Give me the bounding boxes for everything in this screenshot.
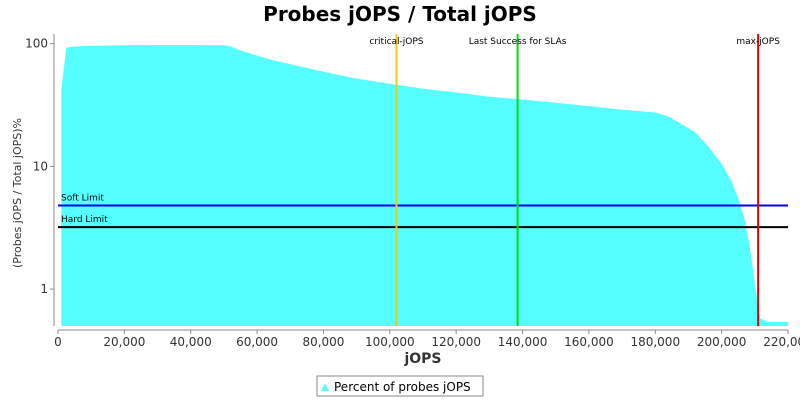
legend: Percent of probes jOPS xyxy=(316,375,484,397)
x-tick-label-1: 20,000 xyxy=(103,335,145,349)
vline-label-1: Last Success for SLAs xyxy=(469,37,567,47)
y-axis: 1 10 100 xyxy=(25,34,55,326)
legend-box xyxy=(316,375,484,397)
x-tick-label-3: 60,000 xyxy=(236,335,278,349)
y-tick-label-2: 100 xyxy=(25,37,48,51)
hline-label-1: Hard Limit xyxy=(61,215,108,225)
chart-title: Probes jOPS / Total jOPS xyxy=(263,2,537,26)
x-tick-label-6: 120,000 xyxy=(431,335,481,349)
plot-area: Soft Limit Hard Limit critical-jOPS Last S… xyxy=(58,34,789,326)
vline-label-2: max-jOPS xyxy=(736,37,780,47)
x-tick-label-5: 100,000 xyxy=(365,335,415,349)
x-tick-label-0: 0 xyxy=(54,335,62,349)
y-tick-label-0: 1 xyxy=(40,282,48,296)
x-tick-label-9: 180,000 xyxy=(630,335,680,349)
legend-swatch xyxy=(321,383,329,391)
x-tick-label-8: 160,000 xyxy=(564,335,614,349)
vline-label-0: critical-jOPS xyxy=(369,37,423,47)
series-area xyxy=(61,45,789,326)
horizontal-markers: Soft Limit Hard Limit xyxy=(58,193,788,229)
y-axis-label: (Probes jOPS / Total jOPS)% xyxy=(11,118,24,268)
y-tick-label-1: 10 xyxy=(33,159,48,173)
x-tick-label-11: 220,000 xyxy=(763,335,800,349)
x-tick-label-7: 140,000 xyxy=(498,335,548,349)
vertical-markers: critical-jOPS Last Success for SLAs max-jO… xyxy=(369,34,780,326)
x-axis: 0 20,000 40,000 60,000 80,000 100,000 120,000 1… xyxy=(54,329,800,349)
x-tick-label-2: 40,000 xyxy=(170,335,212,349)
x-tick-label-4: 80,000 xyxy=(302,335,344,349)
x-tick-label-10: 200,000 xyxy=(697,335,747,349)
legend-label: Percent of probes jOPS xyxy=(334,380,471,394)
hline-label-0: Soft Limit xyxy=(61,193,104,203)
x-axis-label: jOPS xyxy=(403,351,441,367)
